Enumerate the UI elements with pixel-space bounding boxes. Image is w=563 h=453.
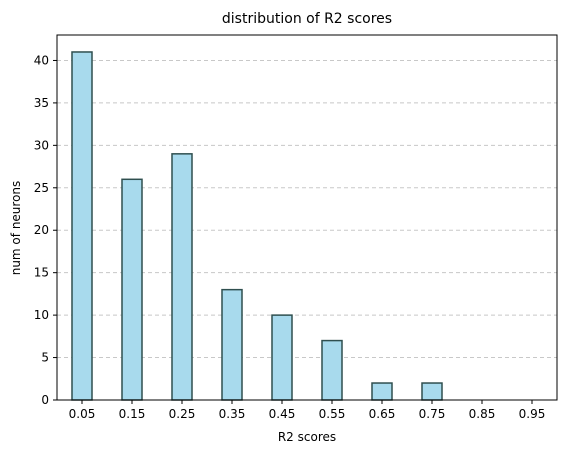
x-tick-label: 0.55 [319, 407, 346, 421]
y-tick-label: 10 [34, 308, 49, 322]
x-tick-label: 0.15 [119, 407, 146, 421]
y-tick-label: 25 [34, 181, 49, 195]
chart-title: distribution of R2 scores [222, 11, 392, 27]
bar [71, 51, 93, 401]
bar [221, 288, 243, 401]
y-axis-ticks: 0 5 10 15 20 25 30 35 40 [34, 53, 57, 407]
bar [321, 339, 343, 401]
bar [171, 153, 193, 401]
plot-frame [56, 34, 558, 401]
y-tick-label: 40 [34, 53, 49, 67]
y-tick-label: 35 [34, 96, 49, 110]
x-tick-label: 0.35 [219, 407, 246, 421]
bars [71, 51, 443, 401]
x-tick-label: 0.45 [269, 407, 296, 421]
x-tick-label: 0.95 [519, 407, 546, 421]
y-tick-label: 15 [34, 266, 49, 280]
x-tick-label: 0.75 [419, 407, 446, 421]
y-axis-label: num of neurons [9, 181, 23, 276]
x-tick-label: 0.65 [369, 407, 396, 421]
x-tick-label: 0.85 [469, 407, 496, 421]
y-tick-label: 20 [34, 223, 49, 237]
bar [421, 382, 443, 401]
y-tick-label: 30 [34, 138, 49, 152]
x-axis-label: R2 scores [278, 430, 336, 444]
y-tick-label: 5 [41, 351, 49, 365]
bar [271, 314, 293, 401]
x-tick-label: 0.05 [69, 407, 96, 421]
x-tick-label: 0.25 [169, 407, 196, 421]
bar [121, 178, 143, 401]
bar [371, 382, 393, 401]
y-tick-label: 0 [41, 393, 49, 407]
x-axis-ticks: 0.05 0.15 0.25 0.35 0.45 0.55 0.65 0.75 0.85 0.95 [69, 400, 546, 421]
